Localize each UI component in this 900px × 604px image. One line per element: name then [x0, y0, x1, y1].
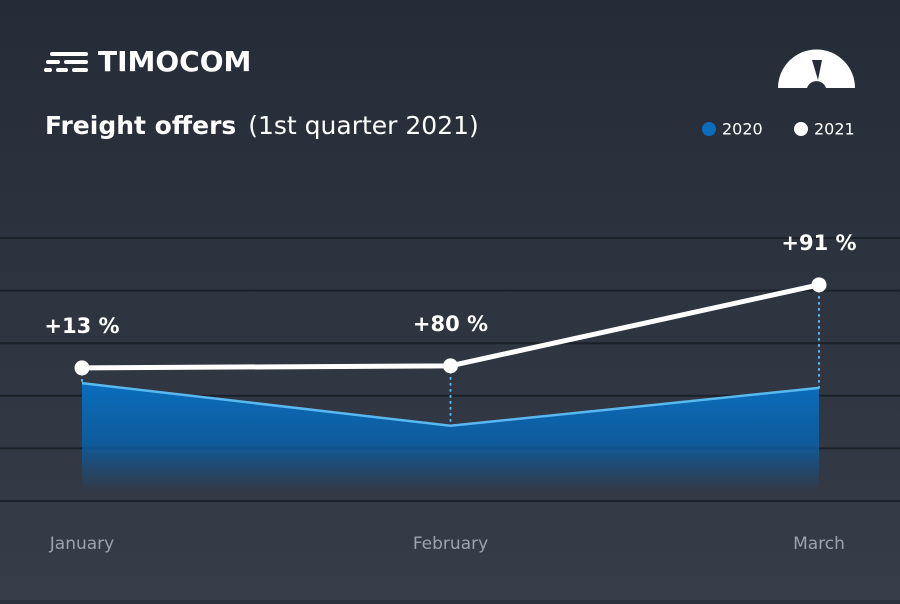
change-label: +13 % [44, 314, 119, 338]
brand: TIMOCOM [98, 45, 251, 78]
line-2020 [81, 381, 820, 428]
legend-swatch [794, 122, 808, 136]
change-label: +91 % [781, 231, 856, 255]
point-2021 [443, 358, 458, 374]
area-2020 [82, 383, 819, 491]
legend-label: 2021 [814, 120, 855, 139]
x-tick-label: January [49, 534, 114, 554]
x-tick-label: March [793, 534, 845, 554]
gauge-icon [778, 49, 855, 88]
chart-heading: Freight offers (1st quarter 2021) [45, 111, 479, 140]
point-2021 [811, 277, 827, 293]
logo-icon [44, 52, 88, 72]
change-label: +80 % [413, 312, 488, 336]
chart-subtitle: (1st quarter 2021) [248, 111, 479, 140]
point-2021 [74, 360, 90, 376]
x-tick-label: February [413, 534, 488, 554]
chart-title: Freight offers [45, 111, 236, 140]
legend-swatch [702, 122, 716, 136]
legend-label: 2020 [722, 120, 763, 139]
